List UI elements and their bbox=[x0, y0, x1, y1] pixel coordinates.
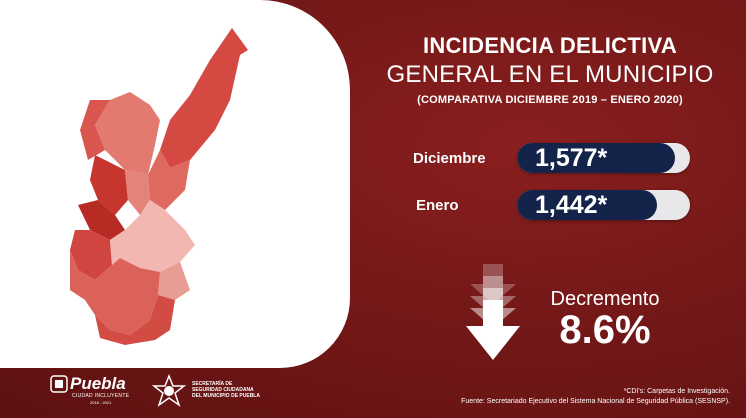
ssc-line-3: DEL MUNICIPIO DE PUEBLA bbox=[192, 393, 260, 399]
map-region-south bbox=[95, 295, 175, 345]
map-region-mid-left bbox=[70, 230, 112, 280]
pill-value-enero: 1,442* bbox=[517, 190, 657, 220]
decrement-label: Decremento bbox=[550, 288, 660, 310]
map-region-dark-west bbox=[78, 200, 125, 240]
decrement-value: 8.6% bbox=[559, 308, 651, 352]
title-line-1: INCIDENCIA DELICTIVA bbox=[422, 33, 678, 58]
map-region-center bbox=[125, 170, 150, 215]
row-label-diciembre: Diciembre bbox=[413, 150, 486, 167]
map-region-mid-east bbox=[148, 150, 190, 210]
ssc-line-1: SECRETARÍA DE bbox=[192, 381, 233, 387]
puebla-logo-years: 2018 - 2021 bbox=[90, 400, 112, 405]
map-region-upper-west bbox=[95, 92, 160, 175]
map-region-south-west bbox=[70, 250, 160, 335]
municipality-map bbox=[70, 28, 248, 345]
ssc-logo-text: SECRETARÍA DE SEGURIDAD CIUDADANA DEL MU… bbox=[192, 381, 260, 399]
map-region-south-light bbox=[110, 200, 195, 272]
puebla-logo-tagline: CIUDAD INCLUYENTE bbox=[72, 393, 130, 399]
ssc-logo: SECRETARÍA DE SEGURIDAD CIUDADANA DEL MU… bbox=[150, 372, 280, 412]
puebla-logo: Puebla CIUDAD INCLUYENTE 2018 - 2021 bbox=[48, 372, 138, 412]
down-arrow-icon bbox=[466, 264, 520, 360]
map-region-north bbox=[160, 28, 248, 168]
title-subtitle: (COMPARATIVA DICIEMBRE 2019 – ENERO 2020… bbox=[417, 94, 683, 106]
footnote-cdi: *CDI's: Carpetas de Investigación. bbox=[623, 388, 730, 395]
ssc-line-2: SEGURIDAD CIUDADANA bbox=[192, 387, 254, 393]
row-label-enero: Enero bbox=[416, 197, 459, 214]
title-line-2: GENERAL EN EL MUNICIPIO bbox=[386, 61, 714, 88]
map-region-center-dark bbox=[90, 155, 128, 215]
pill-diciembre: 1,577* bbox=[517, 143, 690, 173]
map-region-south-east bbox=[158, 262, 190, 300]
police-star-icon bbox=[152, 374, 186, 407]
pill-enero: 1,442* bbox=[517, 190, 690, 220]
footnote-source: Fuente: Secretariado Ejecutivo del Siste… bbox=[461, 398, 730, 405]
puebla-logo-name: Puebla bbox=[70, 374, 126, 393]
pill-value-diciembre: 1,577* bbox=[517, 143, 675, 173]
puebla-crest-icon bbox=[50, 375, 68, 393]
map-region-west-top bbox=[80, 100, 110, 160]
